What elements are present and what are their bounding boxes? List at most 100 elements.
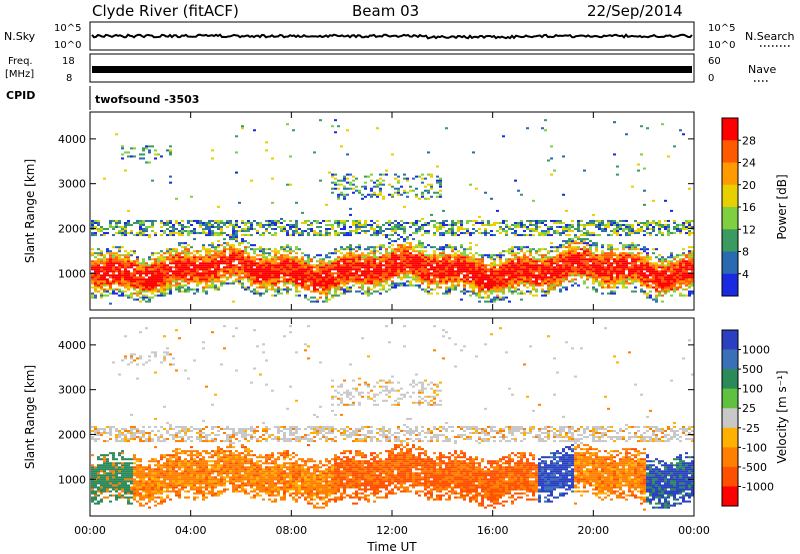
heatmap-cell xyxy=(208,260,211,263)
heatmap-cell xyxy=(313,282,316,285)
heatmap-cell xyxy=(178,252,181,255)
heatmap-cell xyxy=(553,280,556,283)
heatmap-cell xyxy=(574,254,577,257)
heatmap-cell xyxy=(130,266,133,269)
heatmap-cell xyxy=(415,280,418,283)
heatmap-cell xyxy=(244,252,247,255)
heatmap-cell xyxy=(622,278,625,281)
heatmap-cell xyxy=(232,300,235,303)
heatmap-cell xyxy=(610,278,613,281)
heatmap-cell xyxy=(307,288,310,291)
heatmap-cell xyxy=(301,272,304,275)
heatmap-cell xyxy=(547,264,550,267)
heatmap-cell xyxy=(142,234,145,237)
heatmap-cell xyxy=(493,288,496,291)
heatmap-cell xyxy=(169,219,172,222)
heatmap-cell xyxy=(562,226,565,229)
heatmap-cell xyxy=(685,276,688,279)
heatmap-cell xyxy=(487,286,490,289)
heatmap-cell xyxy=(490,234,493,237)
heatmap-cell xyxy=(379,282,382,285)
heatmap-cell xyxy=(349,187,352,190)
heatmap-cell xyxy=(574,256,577,259)
heatmap-cell xyxy=(373,264,376,267)
heatmap-cell xyxy=(427,151,430,154)
heatmap-cell xyxy=(250,262,253,265)
heatmap-cell xyxy=(538,226,541,229)
heatmap-cell xyxy=(277,268,280,271)
heatmap-cell xyxy=(193,278,196,281)
heatmap-cell xyxy=(322,264,325,267)
heatmap-cell xyxy=(565,266,568,269)
heatmap-cell xyxy=(640,282,643,285)
heatmap-cell xyxy=(310,272,313,275)
heatmap-cell xyxy=(367,294,370,297)
heatmap-cell xyxy=(415,193,418,196)
heatmap-cell xyxy=(646,286,649,289)
heatmap-cell xyxy=(247,278,250,281)
heatmap-cell xyxy=(133,278,136,281)
heatmap-cell xyxy=(154,153,157,156)
heatmap-cell xyxy=(325,219,328,222)
heatmap-cell xyxy=(424,280,427,283)
heatmap-cell xyxy=(619,272,622,275)
heatmap-cell xyxy=(391,185,394,188)
heatmap-cell xyxy=(172,276,175,279)
heatmap-cell xyxy=(619,254,622,257)
heatmap-cell xyxy=(91,286,94,289)
heatmap-cell xyxy=(328,298,331,301)
heatmap-cell xyxy=(379,246,382,249)
heatmap-cell xyxy=(388,272,391,275)
heatmap-cell xyxy=(535,223,538,227)
heatmap-cell xyxy=(511,282,514,285)
heatmap-cell xyxy=(325,296,328,299)
heatmap-cell xyxy=(316,232,319,235)
heatmap-cell xyxy=(151,266,154,269)
heatmap-cell xyxy=(532,258,535,261)
heatmap-cell xyxy=(121,290,124,293)
heatmap-cell xyxy=(526,280,529,283)
heatmap-cell xyxy=(496,280,499,283)
heatmap-cell xyxy=(121,147,124,150)
heatmap-cell xyxy=(307,264,310,267)
heatmap-cell xyxy=(556,272,559,275)
heatmap-cell xyxy=(406,266,409,269)
heatmap-cell xyxy=(157,282,160,285)
heatmap-cell xyxy=(406,262,409,265)
heatmap-cell xyxy=(460,260,463,263)
heatmap-cell xyxy=(373,272,376,275)
heatmap-cell xyxy=(391,264,394,267)
heatmap-cell xyxy=(349,264,352,267)
heatmap-cell xyxy=(268,276,271,279)
heatmap-cell xyxy=(118,278,121,281)
heatmap-cell xyxy=(163,232,166,235)
heatmap-cell xyxy=(403,226,406,229)
heatmap-cell xyxy=(352,191,355,194)
heatmap-cell xyxy=(268,254,271,257)
heatmap-cell xyxy=(466,282,469,285)
heatmap-cell xyxy=(295,230,298,233)
heatmap-cell xyxy=(187,264,190,267)
heatmap-cell xyxy=(640,276,643,279)
heatmap-cell xyxy=(157,276,160,279)
heatmap-cell xyxy=(640,260,643,263)
heatmap-cell xyxy=(652,221,655,224)
heatmap-cell xyxy=(508,280,511,283)
heatmap-cell xyxy=(685,294,688,297)
heatmap-cell xyxy=(151,145,154,148)
heatmap-cell xyxy=(547,260,550,263)
heatmap-cell xyxy=(418,268,421,271)
heatmap-cell xyxy=(316,234,319,237)
heatmap-cell xyxy=(190,262,193,265)
heatmap-cell xyxy=(499,298,502,301)
heatmap-cell xyxy=(442,226,445,229)
heatmap-cell xyxy=(541,256,544,259)
heatmap-cell xyxy=(325,232,328,235)
heatmap-cell xyxy=(358,286,361,289)
heatmap-cell xyxy=(373,252,376,255)
heatmap-cell xyxy=(103,234,106,237)
heatmap-cell xyxy=(148,226,151,229)
heatmap-cell xyxy=(643,167,646,170)
heatmap-cell xyxy=(217,250,220,253)
heatmap-cell xyxy=(571,252,574,255)
